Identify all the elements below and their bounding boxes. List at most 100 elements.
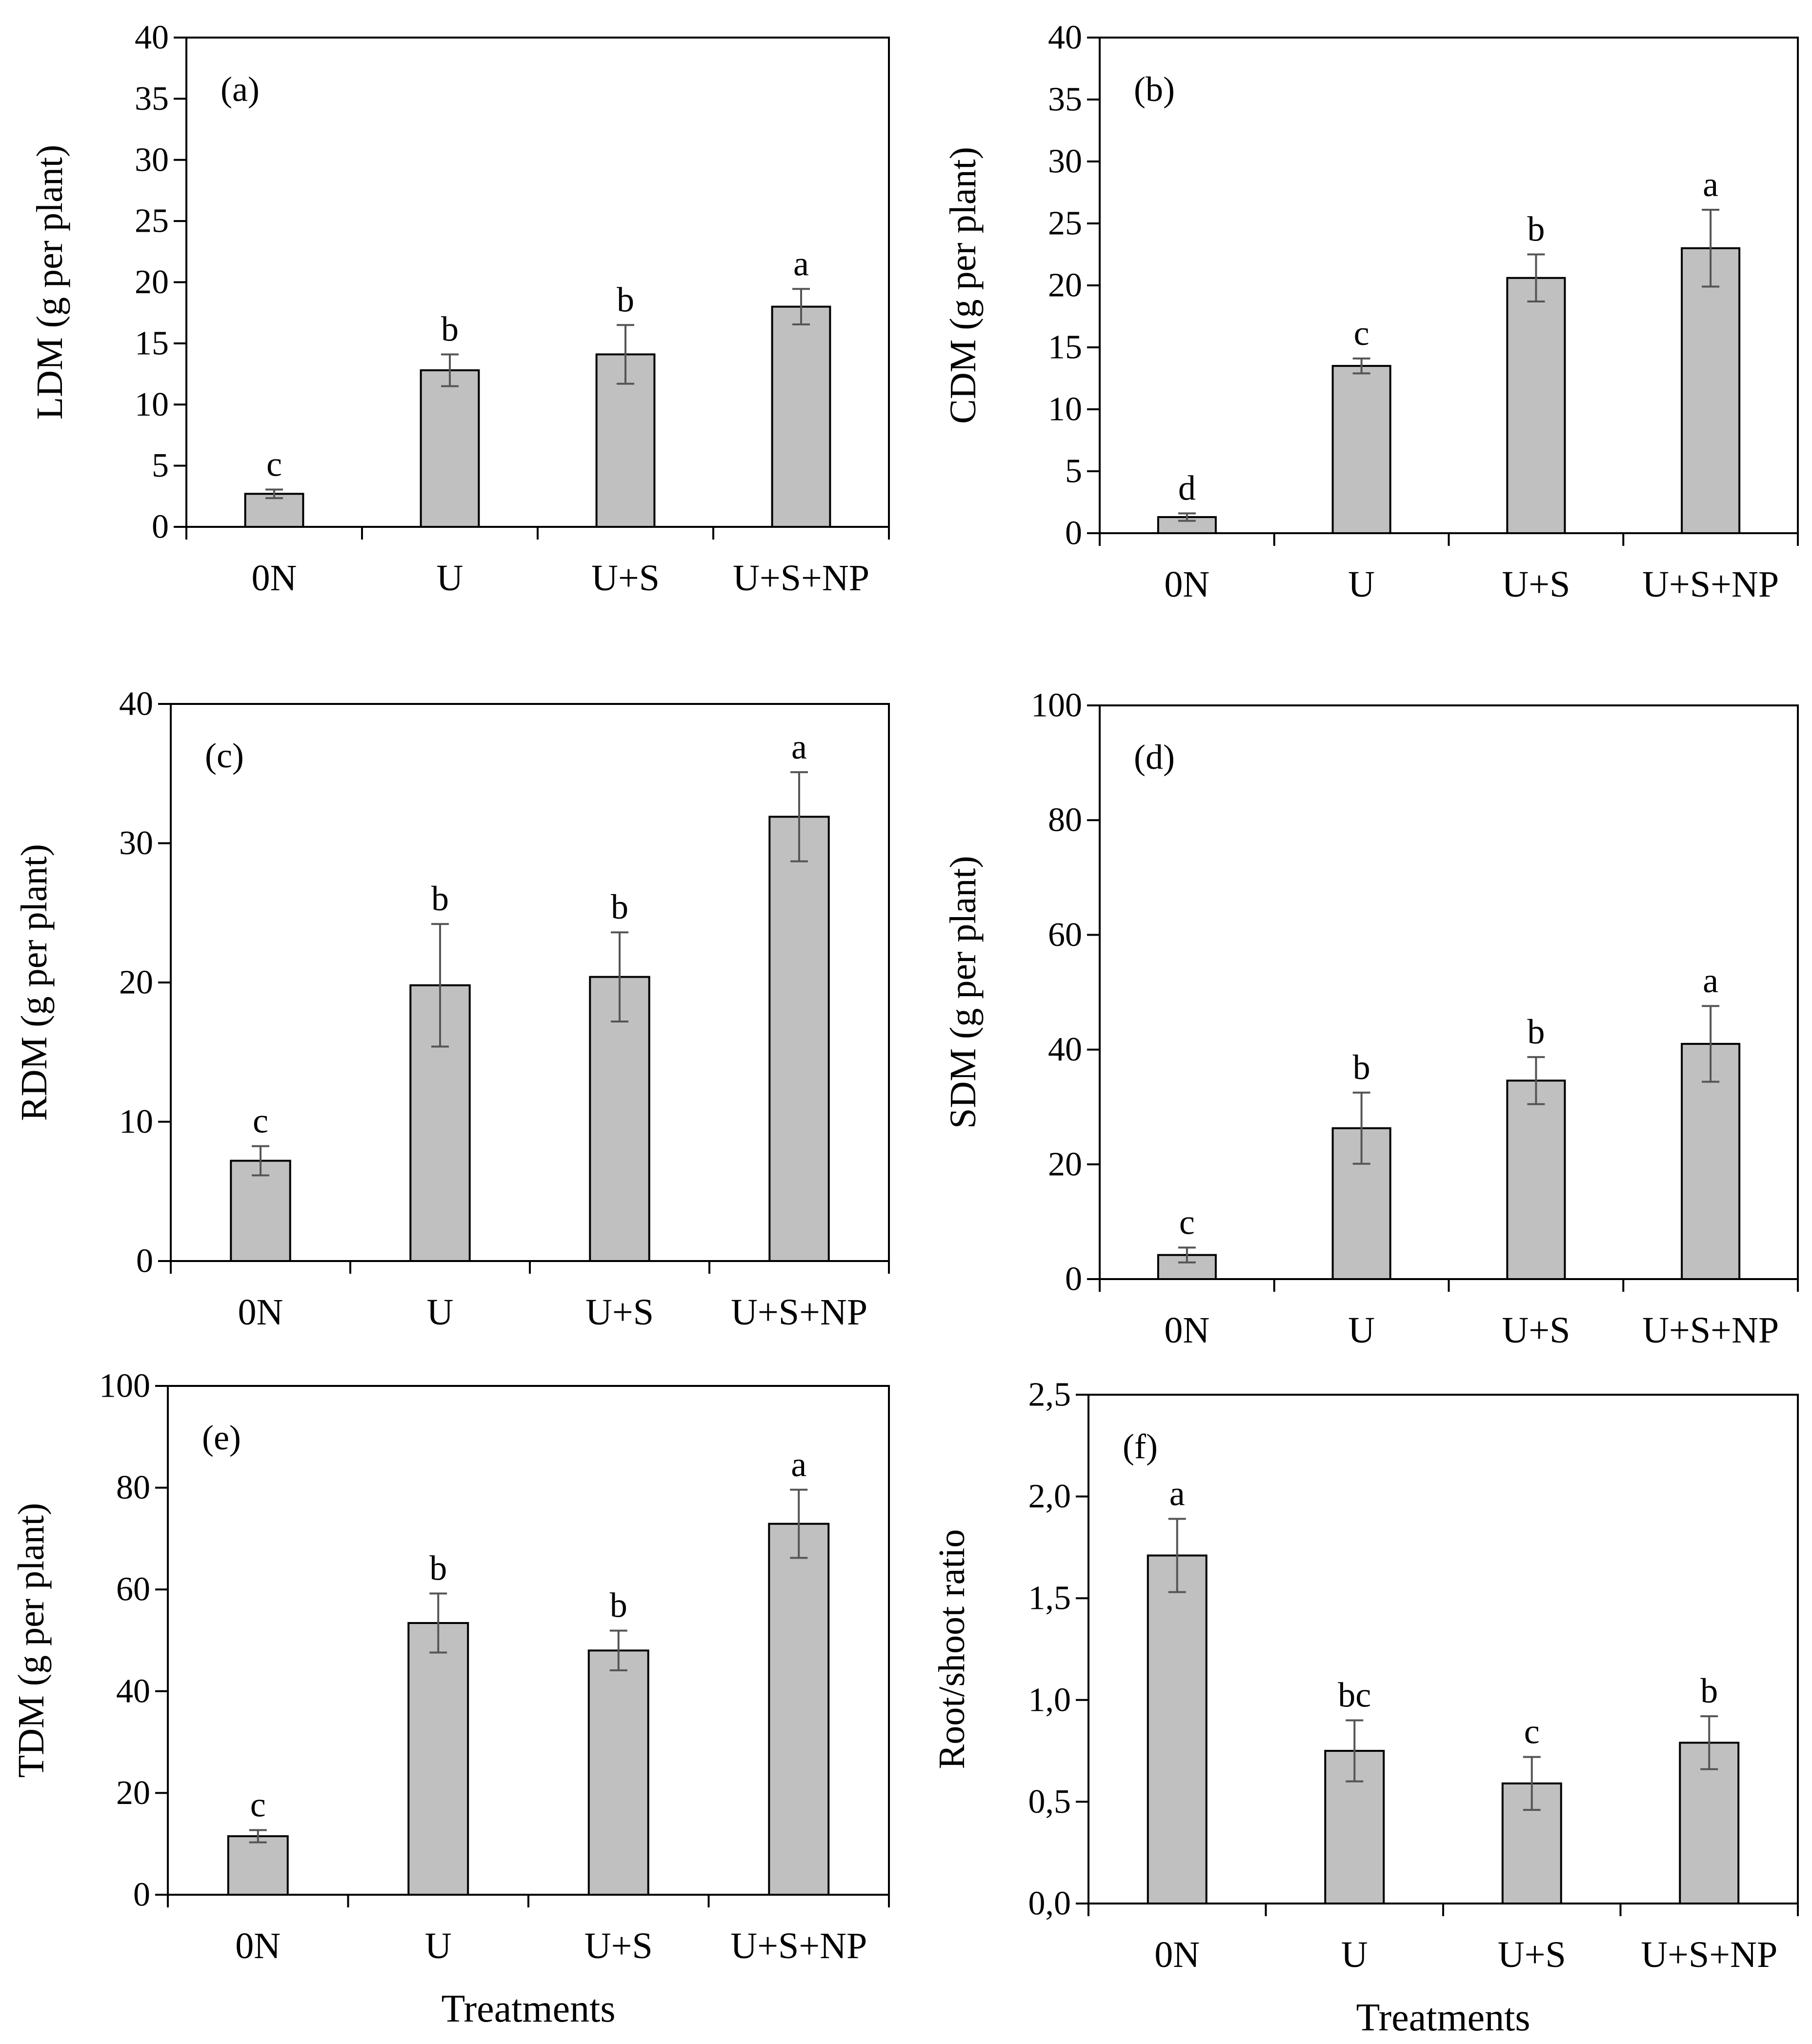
x-tick-label: U	[425, 1925, 452, 1966]
significance-letter: b	[1527, 1012, 1545, 1051]
y-tick-label: 1,5	[1028, 1580, 1071, 1617]
x-tick-label: U+S+NP	[730, 1925, 867, 1966]
y-tick-label: 10	[135, 386, 169, 423]
significance-letter: c	[1354, 314, 1369, 353]
significance-letter: b	[1700, 1671, 1718, 1710]
x-tick-label: U+S+NP	[731, 1292, 867, 1333]
y-tick-label: 30	[119, 824, 153, 862]
y-tick-label: 100	[99, 1367, 150, 1405]
bar	[227, 1835, 289, 1896]
panel-label: (e)	[202, 1418, 241, 1457]
bar	[1331, 365, 1391, 534]
panel-label: (b)	[1134, 70, 1175, 109]
y-tick-label: 40	[1048, 1031, 1082, 1068]
panel-label: (d)	[1134, 738, 1175, 777]
bar	[420, 369, 480, 528]
y-tick-label: 5	[1065, 453, 1082, 490]
y-tick-label: 80	[1048, 802, 1082, 839]
y-tick-label: 0	[1065, 1261, 1082, 1298]
bar	[768, 816, 830, 1262]
y-axis-title: TDM (g per plant)	[11, 1503, 52, 1778]
significance-letter: c	[1524, 1712, 1540, 1751]
x-tick-label: U+S	[585, 1292, 654, 1333]
x-tick-label: 0N	[1154, 1934, 1200, 1975]
y-tick-label: 0	[152, 508, 169, 546]
y-tick-label: 0,0	[1028, 1885, 1071, 1923]
x-tick-label: U+S+NP	[1641, 1934, 1777, 1975]
significance-letter: a	[1703, 961, 1718, 1000]
bar	[1147, 1554, 1208, 1904]
bar	[1681, 247, 1741, 534]
significance-letter: c	[253, 1101, 268, 1140]
y-tick-label: 10	[119, 1103, 153, 1141]
x-axis-title: Treatments	[441, 1987, 615, 2030]
chart-panel: 0 5 10 15 20 25 30 35 40 d 0N c Ub U+S a U+S+NP (b) CDM (…	[943, 19, 1799, 605]
y-tick-label: 15	[1048, 329, 1082, 366]
y-tick-label: 5	[152, 447, 169, 484]
bar	[1506, 1080, 1566, 1280]
y-tick-label: 40	[119, 685, 153, 723]
x-axis-title: Treatments	[1356, 1996, 1530, 2039]
bar	[244, 493, 304, 528]
y-tick-label: 0	[136, 1242, 153, 1280]
chart-panel: 0 5 10 15 20 25 30 35 40 c 0N b Ub U+S a U+S+NP (a) LDM (…	[29, 19, 890, 599]
panel-label: (c)	[205, 736, 244, 775]
x-tick-label: 0N	[238, 1292, 283, 1333]
significance-letter: bc	[1338, 1676, 1371, 1715]
significance-letter: b	[610, 1586, 627, 1625]
y-tick-label: 10	[1048, 391, 1082, 428]
significance-letter: b	[431, 879, 449, 918]
y-tick-label: 80	[116, 1469, 150, 1506]
y-tick-label: 30	[135, 141, 169, 179]
x-tick-label: U	[437, 558, 463, 599]
chart-panel: 0 20 40 60 80 100 c 0N b Ub U+S a U+S+NP (e) TDM (g pe…	[11, 1367, 890, 2030]
y-tick-label: 60	[1048, 916, 1082, 954]
y-tick-label: 40	[116, 1672, 150, 1710]
y-axis-title: LDM (g per plant)	[29, 145, 70, 420]
significance-letter: c	[266, 445, 282, 484]
chart-panel: 0 20 40 60 80 100 c 0N b Ub U+S a U+S+NP (d) SDM (g pe…	[943, 687, 1799, 1351]
significance-letter: c	[250, 1785, 266, 1824]
significance-letter: b	[441, 309, 459, 348]
y-tick-label: 100	[1031, 687, 1082, 724]
y-tick-label: 20	[119, 964, 153, 1002]
y-tick-label: 2,5	[1028, 1376, 1071, 1414]
significance-letter: a	[1169, 1474, 1185, 1513]
significance-letter: c	[1179, 1202, 1195, 1242]
y-axis-title: SDM (g per plant)	[943, 856, 984, 1128]
y-tick-label: 35	[135, 80, 169, 118]
bar	[589, 976, 650, 1262]
significance-letter: a	[793, 244, 809, 283]
bar	[1506, 277, 1566, 534]
y-tick-label: 25	[135, 202, 169, 240]
y-tick-label: 15	[135, 324, 169, 362]
panel-label: (f)	[1123, 1427, 1158, 1466]
x-tick-label: U+S+NP	[1642, 564, 1779, 605]
y-tick-label: 1,0	[1028, 1681, 1071, 1719]
panel-label: (a)	[221, 70, 260, 109]
significance-letter: a	[791, 1445, 806, 1484]
x-tick-label: U	[427, 1292, 454, 1333]
bar	[1331, 1127, 1391, 1280]
bar	[587, 1649, 649, 1896]
significance-letter: a	[791, 727, 807, 766]
y-tick-label: 40	[135, 19, 169, 57]
x-tick-label: 0N	[1164, 1310, 1209, 1351]
y-tick-label: 0,5	[1028, 1783, 1071, 1821]
significance-letter: b	[617, 280, 634, 319]
y-tick-label: 0	[133, 1876, 150, 1914]
y-tick-label: 20	[135, 263, 169, 301]
x-tick-label: 0N	[252, 558, 297, 599]
bar	[407, 1622, 469, 1896]
x-tick-label: U	[1348, 1310, 1375, 1351]
significance-letter: b	[429, 1549, 447, 1588]
x-tick-label: U+S	[1502, 564, 1570, 605]
x-tick-label: U+S	[1498, 1934, 1566, 1975]
y-tick-label: 30	[1048, 143, 1082, 180]
y-tick-label: 20	[116, 1774, 150, 1812]
bar	[771, 305, 831, 528]
x-tick-label: U+S	[584, 1925, 653, 1966]
x-tick-label: U+S+NP	[1642, 1310, 1779, 1351]
x-tick-label: U+S	[1502, 1310, 1570, 1351]
